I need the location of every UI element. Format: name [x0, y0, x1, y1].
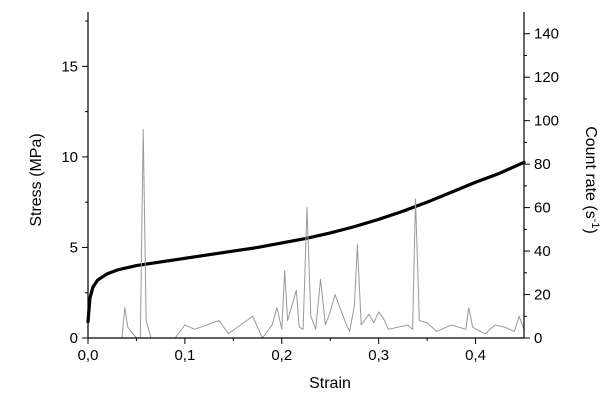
y-left-tick-label: 0 — [70, 330, 78, 347]
y-right-tick-label: 0 — [534, 330, 542, 347]
x-axis-title: Strain — [309, 375, 351, 392]
axes-layer — [87, 12, 525, 339]
series-layer — [86, 128, 526, 339]
count-rate-series — [87, 128, 525, 339]
y-right-tick-label: 40 — [534, 243, 551, 260]
y-right-axis-title: Count rate (s-1) — [582, 126, 600, 234]
y-left-tick-label: 15 — [61, 58, 78, 75]
y-right-tick-label: 80 — [534, 156, 551, 173]
x-tick-label: 0,3 — [368, 347, 389, 364]
x-tick-label: 0,4 — [465, 347, 486, 364]
y-right-axis-title-base: Count rate (s — [582, 126, 599, 218]
y-right-axis-title-sup: -1 — [589, 219, 600, 229]
x-tick-label: 0,2 — [271, 347, 292, 364]
stress-curve — [86, 160, 526, 324]
y-right-tick-label: 20 — [534, 287, 551, 304]
y-right-tick-label: 140 — [534, 26, 559, 43]
y-right-tick-label: 60 — [534, 200, 551, 217]
y-right-axis-title-end: ) — [582, 228, 599, 233]
x-tick-label: 0,1 — [174, 347, 195, 364]
x-tick-label: 0,0 — [78, 347, 99, 364]
y-right-tick-label: 120 — [534, 69, 559, 86]
y-left-tick-label: 10 — [61, 149, 78, 166]
y-right-tick-label: 100 — [534, 113, 559, 130]
y-left-axis-title: Stress (MPa) — [28, 133, 45, 226]
ticks-layer: 0,0 0,1 0,2 0,3 0,4 0 5 10 15 0 20 40 60 80 100 120 140 — [61, 20, 559, 364]
y-left-tick-label: 5 — [70, 239, 78, 256]
